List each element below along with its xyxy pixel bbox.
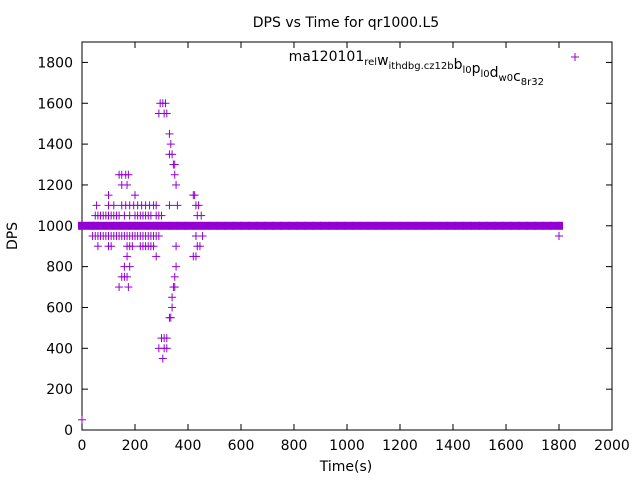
data-point <box>154 232 163 240</box>
data-point <box>152 252 161 261</box>
legend-label-part: l0 <box>462 65 471 76</box>
legend-label-part: ma120101 <box>289 49 365 65</box>
legend-label-part: w <box>377 53 388 69</box>
data-point <box>123 252 132 261</box>
x-tick-label: 1600 <box>488 438 524 454</box>
data-band-1000 <box>78 221 563 230</box>
data-point <box>190 191 199 200</box>
legend-label-part: b <box>454 57 463 73</box>
data-point <box>158 354 167 363</box>
chart-title: DPS vs Time for qr1000.L5 <box>253 15 439 31</box>
data-point <box>170 283 179 292</box>
data-point <box>162 334 171 343</box>
y-tick-label: 1600 <box>37 96 73 112</box>
y-tick-label: 1800 <box>37 55 73 71</box>
data-point <box>123 272 132 281</box>
data-point <box>194 201 203 210</box>
data-point <box>165 201 174 210</box>
y-tick-label: 800 <box>46 260 73 276</box>
legend-label-part: l0 <box>481 69 490 80</box>
data-point <box>128 242 137 251</box>
data-point <box>157 211 166 220</box>
y-tick-label: 0 <box>64 423 73 439</box>
data-point <box>104 191 113 200</box>
data-point <box>170 272 179 281</box>
data-points <box>78 99 563 424</box>
data-point <box>173 201 182 210</box>
data-point <box>78 415 86 424</box>
x-tick-label: 2000 <box>594 438 630 454</box>
x-tick-label: 1800 <box>541 438 577 454</box>
x-tick-label: 0 <box>78 438 87 454</box>
legend-label-part: ithdbg.cz12b <box>389 61 454 72</box>
data-point <box>170 170 179 179</box>
y-tick-label: 600 <box>46 300 73 316</box>
data-point <box>166 140 175 149</box>
data-point <box>131 191 139 200</box>
data-point <box>555 232 563 240</box>
x-tick-label: 400 <box>175 438 202 454</box>
data-point <box>168 303 177 312</box>
y-tick-label: 1400 <box>37 137 73 153</box>
data-point <box>172 180 181 189</box>
data-point <box>166 313 175 322</box>
data-point <box>161 99 170 108</box>
data-point <box>162 109 171 118</box>
data-point <box>107 242 116 251</box>
data-point <box>168 293 177 302</box>
legend-label-part: p <box>472 61 481 77</box>
data-point <box>93 242 102 251</box>
data-point <box>198 232 207 240</box>
y-tick-label: 1200 <box>37 178 73 194</box>
data-point <box>92 201 101 210</box>
x-tick-label: 1400 <box>435 438 471 454</box>
data-point <box>115 283 124 292</box>
data-point <box>172 262 181 271</box>
data-point <box>197 211 206 220</box>
legend-label-part: w0 <box>499 73 514 84</box>
legend: ma120101relwithdbg.cz12bbl0pl0dw0c8r32 <box>289 49 579 88</box>
legend-marker <box>571 53 579 61</box>
data-point <box>172 242 181 251</box>
data-point <box>168 150 177 159</box>
y-tick-label: 400 <box>46 341 73 357</box>
x-tick-label: 800 <box>281 438 308 454</box>
data-point <box>170 160 179 169</box>
data-point <box>162 344 171 353</box>
x-tick-label: 1200 <box>382 438 418 454</box>
y-axis-ticks: 0 200 400 600 800 1000 1200 1400 1600 1800 <box>37 55 612 439</box>
legend-label: ma120101relwithdbg.cz12bbl0pl0dw0c8r32 <box>289 49 544 88</box>
y-tick-label: 1000 <box>37 219 73 235</box>
data-point <box>124 170 133 179</box>
data-point <box>109 201 118 210</box>
legend-label-part: c <box>513 69 521 85</box>
legend-label-part: d <box>490 65 499 81</box>
x-tick-label: 1000 <box>329 438 365 454</box>
x-tick-label: 200 <box>122 438 149 454</box>
x-axis-label: Time(s) <box>319 459 372 475</box>
y-tick-label: 200 <box>46 382 73 398</box>
data-point <box>195 242 204 251</box>
data-point <box>123 180 132 189</box>
data-point <box>165 129 174 138</box>
legend-label-part: rel <box>364 57 377 68</box>
legend-label-part: 8r32 <box>521 77 544 88</box>
data-point <box>152 201 161 210</box>
x-tick-label: 600 <box>228 438 255 454</box>
x-axis-ticks: 0 200 400 600 800 1000 1200 1400 1600 1800 2000 <box>78 42 630 454</box>
data-point <box>149 242 158 251</box>
data-point <box>191 252 200 261</box>
data-point <box>125 262 134 271</box>
data-point <box>124 283 133 292</box>
y-axis-label: DPS <box>5 222 21 250</box>
